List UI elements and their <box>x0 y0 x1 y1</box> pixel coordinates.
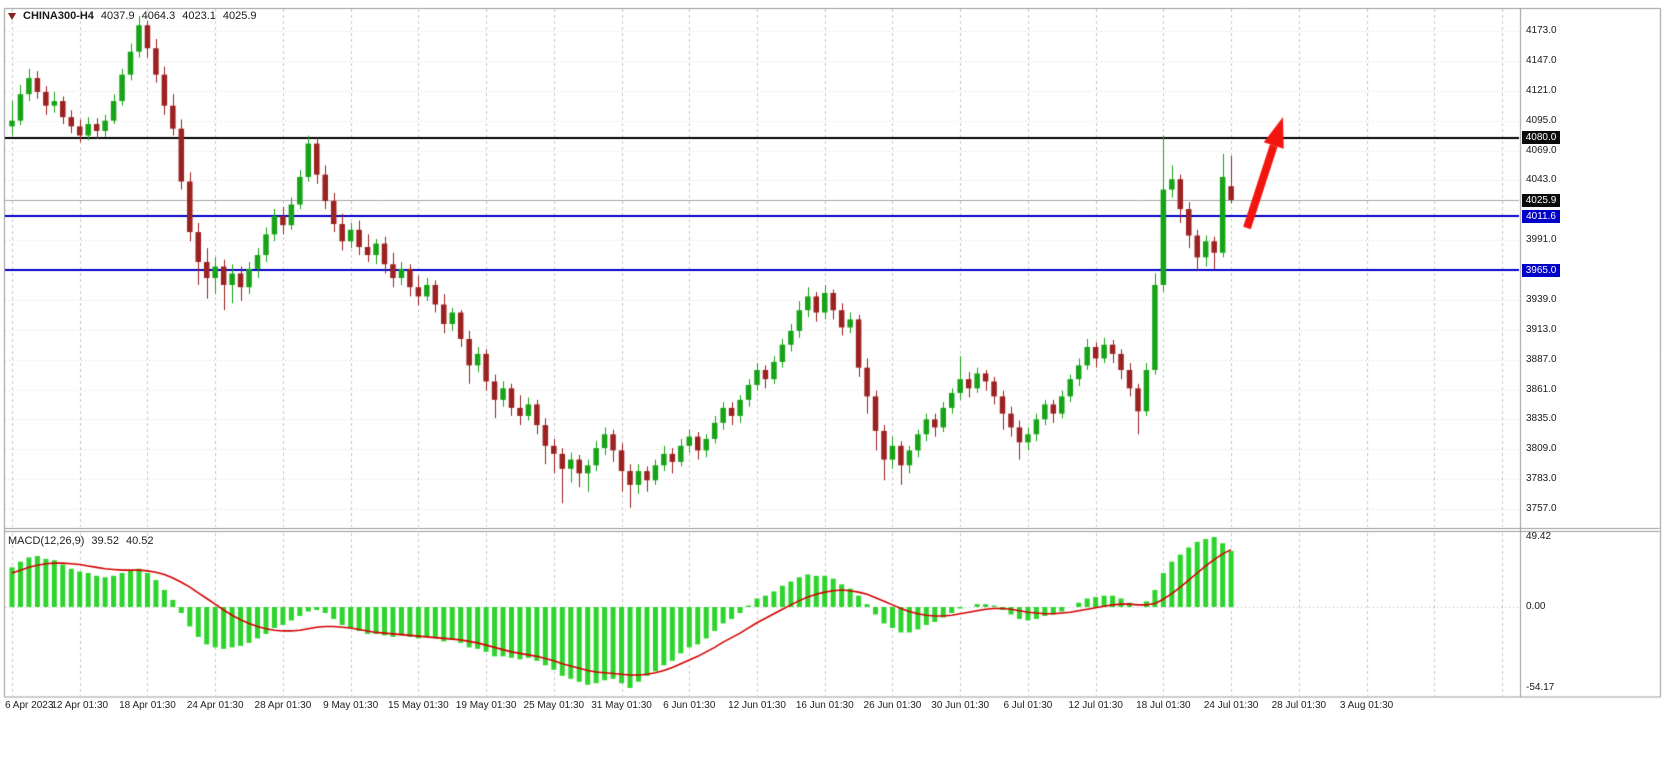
price-axis-label: 4121.0 <box>1526 84 1557 96</box>
time-axis-label: 30 Jun 01:30 <box>931 700 990 711</box>
price-axis-label: 3939.0 <box>1526 293 1557 305</box>
price-axis-label: 3991.0 <box>1526 234 1557 246</box>
price-badge: 4080.0 <box>1522 131 1560 145</box>
price-badge: 4011.6 <box>1522 209 1560 223</box>
price-axis-label: 3835.0 <box>1526 413 1557 425</box>
time-axis-label: 9 May 01:30 <box>323 700 379 711</box>
time-axis-label: 18 Jul 01:30 <box>1136 700 1191 711</box>
time-axis-label: 25 May 01:30 <box>523 700 585 711</box>
time-axis-label: 12 Jul 01:30 <box>1068 700 1123 711</box>
macd-name: MACD(12,26,9) <box>8 535 85 547</box>
price-axis-label: 4147.0 <box>1526 54 1557 66</box>
time-axis-label: 18 Apr 01:30 <box>119 700 176 711</box>
quote-open: 4037.9 <box>100 10 135 22</box>
price-axis-label: 4069.0 <box>1526 144 1557 156</box>
macd-signal-value: 40.52 <box>125 535 154 547</box>
price-axis-label: 4043.0 <box>1526 174 1557 186</box>
macd-axis-label: -54.17 <box>1526 682 1555 693</box>
price-badge: 4025.9 <box>1522 193 1560 207</box>
price-axis-label: 3809.0 <box>1526 443 1557 455</box>
macd-indicator-label: MACD(12,26,9) 39.52 40.52 <box>8 535 153 547</box>
sell-triangle-icon <box>8 12 16 20</box>
time-axis-label: 26 Jun 01:30 <box>863 700 922 711</box>
quote-low: 4023.1 <box>182 10 216 22</box>
time-axis-label: 19 May 01:30 <box>455 700 517 711</box>
time-axis-label: 28 Apr 01:30 <box>254 700 312 711</box>
time-axis-label: 3 Aug 01:30 <box>1339 700 1394 711</box>
time-axis-label: 24 Apr 01:30 <box>186 700 244 711</box>
price-axis-label: 3757.0 <box>1526 503 1557 514</box>
time-axis-label: 6 Apr 2023 <box>5 700 54 711</box>
macd-value: 39.52 <box>91 535 119 547</box>
time-axis-label: 12 Jun 01:30 <box>728 700 786 711</box>
price-axis-label: 4173.0 <box>1526 25 1557 36</box>
macd-axis-label: 49.42 <box>1526 530 1552 542</box>
time-axis-label: 28 Jul 01:30 <box>1271 700 1327 711</box>
time-axis-label: 24 Jul 01:30 <box>1203 700 1259 711</box>
time-axis-label: 15 May 01:30 <box>388 700 449 711</box>
time-axis-label: 6 Jun 01:30 <box>663 700 716 711</box>
symbol-label: CHINA300-H4 <box>23 10 94 22</box>
time-axis-label: 16 Jun 01:30 <box>795 700 854 711</box>
macd-axis-label: 0.00 <box>1526 601 1546 612</box>
time-axis-label: 12 Apr 01:30 <box>51 700 109 711</box>
symbol-quote-bar: CHINA300-H4 4037.9 4064.3 4023.1 4025.9 <box>8 10 257 22</box>
price-axis-label: 3783.0 <box>1526 473 1557 485</box>
quote-close: 4025.9 <box>222 10 257 22</box>
time-axis-label: 31 May 01:30 <box>591 700 652 711</box>
quote-high: 4064.3 <box>141 10 176 22</box>
price-axis-label: 4095.0 <box>1526 114 1557 126</box>
price-axis-label: 3861.0 <box>1526 383 1557 395</box>
price-badge: 3965.0 <box>1522 263 1560 277</box>
price-axis-label: 3913.0 <box>1526 323 1557 335</box>
price-axis-label: 3887.0 <box>1526 353 1557 365</box>
time-axis-label: 6 Jul 01:30 <box>1003 700 1053 711</box>
